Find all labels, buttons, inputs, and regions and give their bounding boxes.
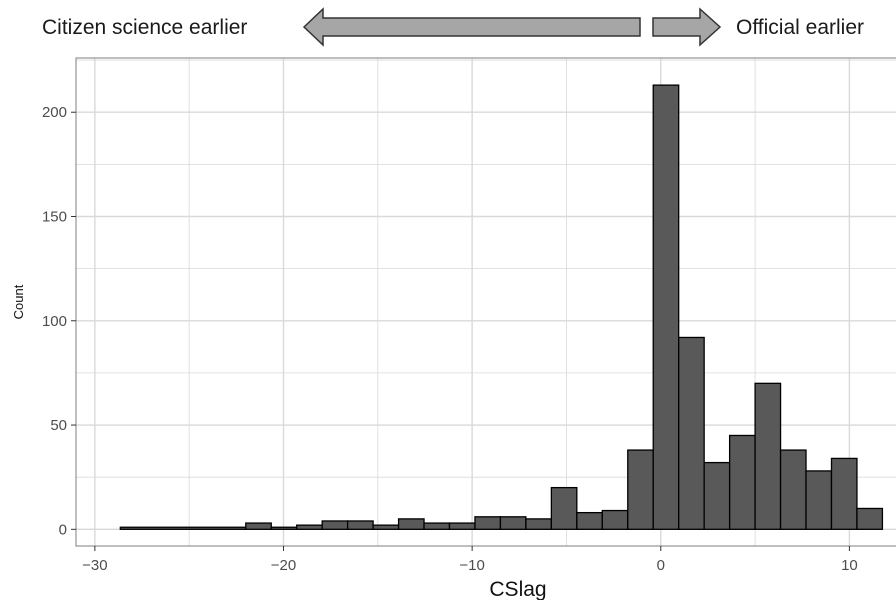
x-tick-label: 10 (841, 557, 858, 574)
x-tick-label: −30 (82, 557, 107, 574)
y-tick-label: 0 (59, 521, 67, 538)
histogram-bar (576, 511, 603, 530)
annotation-row: Citizen science earlier Official earlier (42, 7, 864, 47)
y-axis-title: Count (11, 284, 26, 319)
histogram-bar (652, 84, 680, 530)
histogram-bar (550, 486, 578, 530)
histogram-bar (245, 522, 272, 530)
official-earlier-label: Official earlier (736, 16, 864, 39)
histogram-bar (805, 470, 833, 530)
x-tick-label: −20 (271, 557, 296, 574)
y-tick-label: 150 (42, 208, 67, 225)
histogram-bar (346, 520, 374, 530)
histogram-bar (423, 522, 451, 530)
histogram-bar (627, 449, 654, 530)
bars (119, 84, 884, 530)
histogram-bar (779, 449, 807, 530)
y-tick-label: 50 (50, 417, 67, 434)
panel-border (75, 57, 896, 547)
histogram-bar (754, 382, 782, 530)
histogram-bar (119, 526, 247, 530)
histogram-bar (321, 520, 349, 530)
right-arrow-icon (652, 7, 722, 47)
x-axis-title: CSlag (489, 578, 546, 600)
y-tick-label: 200 (42, 104, 67, 121)
histogram-bar (703, 461, 731, 530)
x-tick-label: 0 (657, 557, 665, 574)
histogram-bar (296, 524, 323, 530)
citizen-science-earlier-label: Citizen science earlier (42, 16, 247, 39)
histogram-bar (856, 507, 884, 530)
x-tick-label: −10 (459, 557, 484, 574)
histogram-bar (525, 518, 553, 530)
histogram-bar (601, 509, 629, 530)
histogram-bar (397, 518, 425, 530)
histogram-bar (474, 516, 502, 530)
left-arrow-icon (302, 7, 641, 47)
histogram-bar (270, 526, 298, 530)
histogram-bar (830, 457, 858, 530)
histogram-bar (728, 434, 756, 530)
histogram-bar (678, 336, 705, 530)
histogram-bar (499, 516, 527, 530)
histogram-bar (448, 522, 476, 530)
histogram-bar (372, 524, 400, 530)
y-tick-label: 100 (42, 313, 67, 330)
